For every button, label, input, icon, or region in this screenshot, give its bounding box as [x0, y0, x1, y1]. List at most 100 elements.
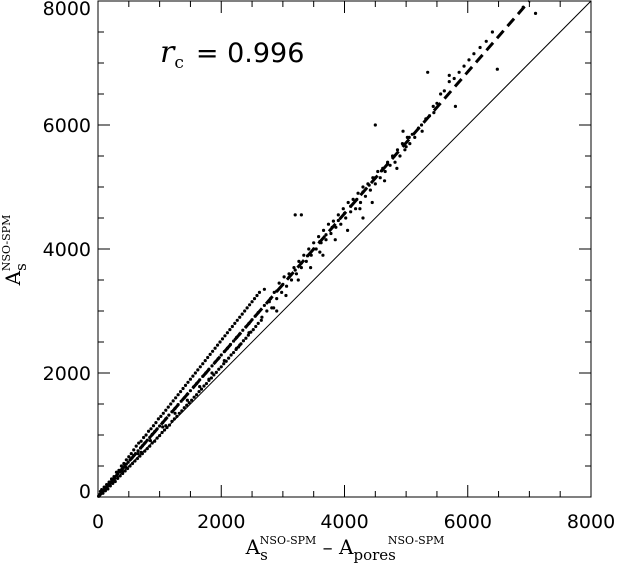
data-point [198, 385, 202, 389]
data-point [292, 266, 296, 270]
data-point [447, 73, 451, 77]
data-point [255, 293, 259, 298]
data-point [312, 241, 316, 245]
data-point [128, 464, 132, 468]
data-point [167, 423, 172, 427]
data-point [408, 142, 412, 146]
data-point [341, 207, 345, 211]
data-point [472, 52, 476, 56]
data-point [336, 213, 340, 217]
data-point [188, 389, 193, 393]
data-point [124, 458, 128, 462]
data-point [235, 318, 239, 322]
data-point [211, 349, 215, 353]
data-point [383, 169, 387, 174]
data-point [174, 396, 178, 400]
data-point [132, 448, 136, 452]
data-point [439, 92, 443, 96]
data-point [243, 309, 247, 313]
data-point [259, 318, 263, 322]
y-tick-label: 8000 [43, 0, 91, 20]
data-point [247, 331, 251, 335]
data-point [382, 179, 387, 183]
data-point [158, 434, 162, 438]
data-point [495, 67, 499, 71]
data-point [395, 148, 400, 152]
data-point [207, 377, 211, 381]
data-point [102, 485, 106, 489]
data-point [173, 411, 177, 415]
data-point [222, 362, 226, 366]
data-point [240, 312, 244, 316]
data-point [333, 238, 337, 242]
data-point [260, 315, 264, 319]
y-axis-label: AsNSO-SPM [0, 215, 30, 287]
data-point [419, 123, 424, 127]
data-point [219, 365, 223, 369]
data-point [217, 367, 221, 371]
y-tick-label: 0 [79, 481, 91, 503]
data-point [431, 104, 435, 108]
data-point [376, 169, 380, 174]
data-point [282, 275, 286, 279]
data-point [293, 268, 297, 272]
data-point [231, 339, 236, 343]
data-point [136, 449, 140, 453]
data-point [420, 129, 424, 133]
data-point [241, 339, 246, 343]
x-tick-label: 6000 [444, 511, 492, 533]
data-point [161, 411, 165, 415]
data-point [129, 452, 133, 456]
data-point [401, 129, 405, 133]
data-point [142, 435, 146, 440]
data-point [467, 58, 471, 62]
data-point [254, 324, 258, 329]
data-point [204, 381, 209, 386]
data-point [378, 176, 382, 180]
data-point [156, 417, 160, 421]
x-tick-label: 0 [92, 511, 104, 533]
data-point [135, 456, 140, 461]
data-point [202, 384, 206, 388]
data-point [151, 424, 156, 428]
data-point [246, 333, 250, 337]
data-point [321, 253, 325, 257]
y-tick-label: 2000 [43, 363, 91, 385]
data-point [210, 364, 214, 368]
x-axis-label: AsNSO-SPM – AporesNSO-SPM [245, 534, 445, 564]
data-point [182, 406, 186, 410]
data-point [307, 247, 311, 251]
data-point [299, 213, 303, 217]
data-point [284, 284, 289, 288]
data-point [251, 328, 255, 332]
data-point [158, 424, 162, 428]
data-point [145, 447, 149, 451]
data-point [277, 281, 281, 285]
data-point [185, 403, 189, 407]
data-point [203, 359, 207, 363]
data-point [297, 259, 301, 263]
data-point [370, 200, 374, 205]
data-point [247, 303, 252, 307]
data-point [130, 461, 135, 466]
data-point [223, 334, 227, 338]
fit-line [96, 0, 531, 498]
data-point [351, 197, 355, 201]
y-tick-label: 4000 [43, 239, 91, 261]
data-point [150, 441, 154, 445]
data-point [373, 182, 377, 186]
data-point [214, 370, 218, 374]
data-point [208, 352, 212, 356]
data-point [284, 293, 288, 298]
data-point [116, 476, 120, 480]
data-point [137, 441, 141, 445]
data-point [373, 123, 377, 127]
data-point [250, 300, 254, 304]
data-point [188, 377, 193, 381]
data-point [233, 321, 237, 325]
data-point [280, 290, 284, 294]
data-point [344, 216, 348, 220]
data-point [265, 309, 269, 313]
data-point [193, 371, 197, 375]
